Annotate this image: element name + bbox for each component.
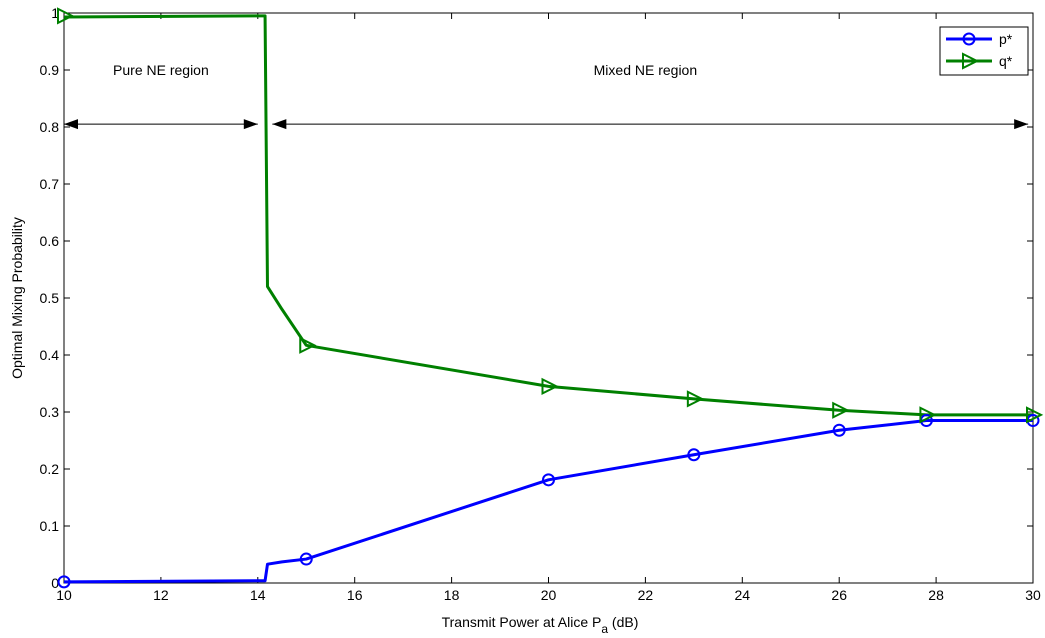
x-axis-label: Transmit Power at Alice Pa (dB) (442, 614, 639, 636)
arrowhead-left (272, 119, 287, 130)
x-tick-label: 20 (541, 587, 557, 603)
series-line-q (63, 14, 1033, 417)
legend-box (939, 26, 1029, 76)
annotation-label: Mixed NE region (594, 62, 698, 78)
series-markers (57, 7, 1044, 589)
y-axis-label: Optimal Mixing Probability (9, 217, 25, 379)
y-tick-label: 0.5 (40, 290, 60, 306)
data-point-p (832, 423, 846, 437)
x-tick-label: 10 (56, 587, 72, 603)
y-tick-label: 1 (51, 5, 59, 21)
y-tick-label: 0.8 (40, 119, 60, 135)
annotations: Pure NE region Mixed NE region (64, 62, 1029, 130)
data-point-p (57, 575, 71, 589)
x-tick-label: 16 (347, 587, 363, 603)
x-tick-label: 14 (250, 587, 266, 603)
x-axis-ticks: 10 12 14 16 18 20 22 24 26 28 30 (56, 13, 1041, 603)
x-tick-label: 18 (444, 587, 460, 603)
arrowhead-right (1014, 119, 1029, 130)
arrowhead-left (64, 119, 78, 130)
data-point-q (1026, 406, 1044, 424)
x-tick-label: 28 (928, 587, 944, 603)
y-tick-label: 0.1 (40, 518, 60, 534)
data-point-q (541, 377, 559, 395)
x-tick-label: 26 (831, 587, 847, 603)
x-tick-label: 12 (153, 587, 169, 603)
data-point-p (299, 552, 313, 566)
data-point-q (686, 390, 705, 408)
x-tick-label: 30 (1025, 587, 1041, 603)
series-lines (63, 14, 1033, 584)
plot-area (63, 12, 1034, 584)
x-tick-label: 22 (638, 587, 654, 603)
data-point-q (832, 401, 850, 419)
legend-marker (962, 52, 980, 70)
y-tick-label: 0 (51, 575, 59, 591)
legend: p* q* (939, 26, 1029, 76)
annotation-label: Pure NE region (113, 62, 209, 78)
y-tick-label: 0.7 (40, 176, 60, 192)
data-point-p (542, 473, 555, 487)
data-point-q (919, 406, 937, 424)
y-tick-label: 0.3 (40, 404, 60, 420)
legend-marker (962, 32, 976, 46)
y-tick-label: 0.4 (40, 347, 60, 363)
data-point-q (299, 336, 317, 354)
legend-label: q* (999, 53, 1013, 69)
data-point-p (687, 448, 701, 462)
arrowhead-right (243, 119, 258, 130)
y-tick-label: 0.9 (40, 62, 60, 78)
y-tick-label: 0.6 (40, 233, 60, 249)
legend-label: p* (999, 31, 1013, 47)
y-axis-ticks: 0 0.1 0.2 0.3 0.4 0.5 0.6 0.7 0.8 0.9 1 (40, 5, 1033, 591)
y-tick-label: 0.2 (40, 461, 60, 477)
x-tick-label: 24 (735, 587, 751, 603)
series-line-p (63, 419, 1033, 584)
data-point-q (57, 7, 75, 25)
